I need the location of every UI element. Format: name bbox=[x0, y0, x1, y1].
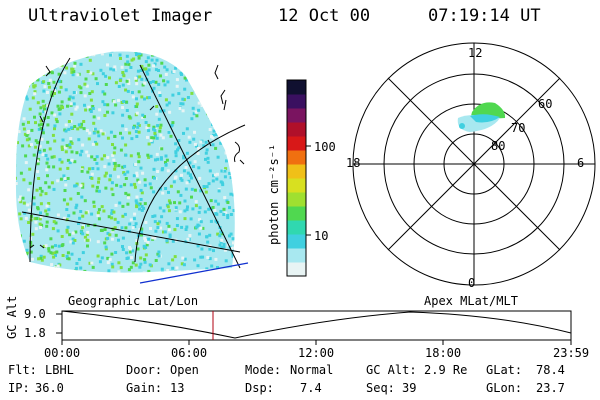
meridian-line bbox=[139, 64, 241, 269]
time-tick-1800: 18:00 bbox=[425, 346, 462, 360]
geographic-grid bbox=[21, 57, 246, 269]
terminator-line bbox=[139, 262, 249, 284]
colorbar-segment bbox=[287, 192, 306, 207]
colorbar-segment bbox=[287, 80, 306, 95]
colorbar bbox=[286, 79, 307, 277]
colorbar-segment bbox=[287, 164, 306, 179]
time-tick-0600: 06:00 bbox=[171, 346, 208, 360]
time-tick-2359: 23:59 bbox=[553, 346, 590, 360]
mlat-label-60: 60 bbox=[538, 97, 553, 111]
mlat-label-80: 80 bbox=[491, 139, 506, 153]
date-label: 12 Oct 00 bbox=[278, 6, 371, 26]
glon-value: 23.7 bbox=[536, 381, 565, 395]
colorbar-segment bbox=[287, 136, 306, 151]
altitude-strip bbox=[56, 310, 572, 345]
time-tick-1200: 12:00 bbox=[298, 346, 335, 360]
latitude-line bbox=[21, 211, 241, 253]
flt-label: Flt: bbox=[8, 363, 37, 377]
seq-value: 39 bbox=[402, 381, 417, 395]
glat-label: GLat: bbox=[486, 363, 523, 377]
colorbar-tick-10: 10 bbox=[314, 229, 329, 243]
door-value: Open bbox=[170, 363, 199, 377]
flt-value: LBHL bbox=[45, 363, 74, 377]
polar-aurora bbox=[457, 102, 506, 132]
gain-value: 13 bbox=[170, 381, 185, 395]
dsp-value: 7.4 bbox=[300, 381, 322, 395]
ip-value: 36.0 bbox=[35, 381, 64, 395]
colorbar-segment bbox=[287, 122, 306, 137]
colorbar-segment bbox=[287, 108, 306, 123]
time-tick-0000: 00:00 bbox=[44, 346, 81, 360]
lat-circle bbox=[134, 124, 246, 263]
seq-label: Seq: bbox=[366, 381, 395, 395]
mode-value: Normal bbox=[290, 363, 334, 377]
geographic-image bbox=[15, 51, 235, 273]
colorbar-ticks bbox=[306, 145, 311, 236]
colorbar-tick-100: 100 bbox=[314, 140, 336, 154]
glat-value: 78.4 bbox=[536, 363, 565, 377]
mlt-label-6: 6 bbox=[577, 156, 585, 170]
colorbar-segment bbox=[287, 220, 306, 235]
polar-diagonal-2 bbox=[387, 77, 561, 251]
gcalt-value: 2.9 Re bbox=[424, 363, 468, 377]
ip-label: IP: bbox=[8, 381, 30, 395]
colorbar-segment bbox=[287, 206, 306, 221]
glon-label: GLon: bbox=[486, 381, 523, 395]
coast-fragments bbox=[29, 64, 245, 249]
colorbar-segment bbox=[287, 262, 306, 277]
apex-panel-label: Apex MLat/MLT bbox=[424, 294, 518, 308]
geographic-panel-label: Geographic Lat/Lon bbox=[68, 294, 199, 308]
gcalt-label: GC Alt: bbox=[366, 363, 417, 377]
colorbar-segment bbox=[287, 150, 306, 165]
gain-label: Gain: bbox=[126, 381, 163, 395]
colorbar-segment bbox=[287, 178, 306, 193]
altitude-tick-low: 1.8 bbox=[24, 326, 46, 340]
mode-label: Mode: bbox=[245, 363, 282, 377]
mlt-label-0: 0 bbox=[468, 276, 476, 290]
altitude-axis-label: GC Alt bbox=[5, 295, 19, 339]
altitude-curve bbox=[61, 310, 572, 339]
time-label: 07:19:14 UT bbox=[428, 6, 541, 26]
mlt-label-18: 18 bbox=[346, 156, 361, 170]
colorbar-segment bbox=[287, 248, 306, 263]
door-label: Door: bbox=[126, 363, 163, 377]
colorbar-segment bbox=[287, 234, 306, 249]
instrument-title: Ultraviolet Imager bbox=[28, 6, 213, 26]
dsp-label: Dsp: bbox=[245, 381, 274, 395]
altitude-tick-high: 9.0 bbox=[24, 307, 46, 321]
colorbar-unit-label: photon cm⁻²s⁻¹ bbox=[267, 143, 281, 245]
polar-plot bbox=[352, 42, 596, 286]
coastline-left bbox=[29, 57, 71, 263]
altitude-frame bbox=[61, 310, 572, 341]
colorbar-segment bbox=[287, 94, 306, 109]
mlat-label-70: 70 bbox=[511, 121, 526, 135]
mlt-label-12: 12 bbox=[468, 46, 483, 60]
